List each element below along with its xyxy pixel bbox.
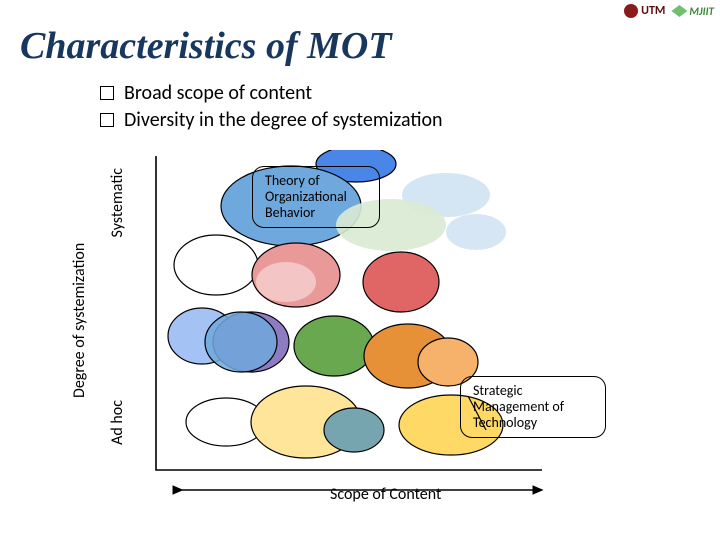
bubble [205, 312, 277, 372]
bullet-item: Broad scope of content [100, 80, 443, 107]
y-axis-title: Degree of systemization [70, 190, 89, 450]
bubble [294, 316, 374, 376]
logo-bar: UTM MJIIT [624, 4, 714, 18]
bubble [256, 262, 316, 302]
slide-title: Characteristics of MOT [20, 24, 392, 68]
mjiit-logo: MJIIT [671, 5, 714, 18]
mjiit-logo-text: MJIIT [689, 5, 714, 18]
bullet-item: Diversity in the degree of systemization [100, 107, 443, 134]
bullet-list: Broad scope of content Diversity in the … [100, 80, 443, 134]
y-axis-top-label: Systematic [108, 168, 127, 237]
callout-top: Theory of Organizational Behavior [252, 166, 380, 228]
bubble [324, 408, 384, 452]
bubble [363, 252, 439, 312]
bubble-diagram: Degree of systemization Systematic Ad ho… [70, 150, 660, 520]
mjiit-leaf-icon [671, 5, 687, 17]
callout-bottom: Strategic Management of Technology [460, 376, 606, 438]
bubble [174, 235, 258, 295]
utm-badge-icon [624, 4, 638, 18]
bubble [446, 214, 506, 250]
utm-logo: UTM [624, 4, 665, 18]
y-axis-bottom-label: Ad hoc [108, 400, 127, 445]
utm-logo-text: UTM [641, 4, 665, 18]
plot-area [146, 150, 626, 510]
